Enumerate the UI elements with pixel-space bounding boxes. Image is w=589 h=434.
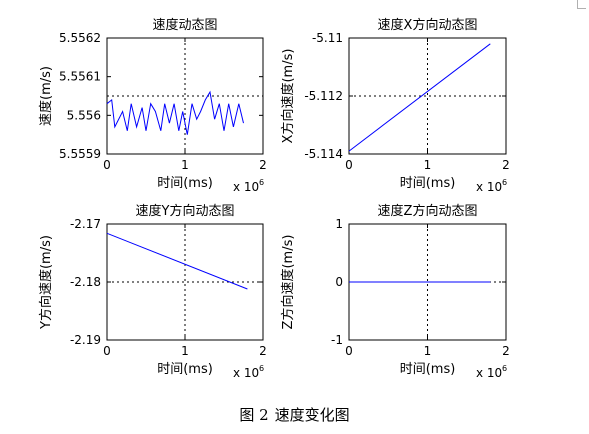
y-tick-label: -2.18 bbox=[70, 275, 101, 289]
y-tick-label: 5.556 bbox=[67, 108, 101, 122]
y-tick-label: -5.112 bbox=[304, 89, 343, 103]
x-axis-label: 时间(ms) bbox=[400, 362, 456, 377]
x-tick-label: 2 bbox=[259, 344, 267, 358]
y-tick-label: 5.5561 bbox=[59, 70, 101, 84]
axes-box bbox=[106, 37, 264, 155]
y-tick-label: 5.5562 bbox=[59, 31, 101, 45]
y-tick-label: 1 bbox=[335, 217, 343, 231]
caption-text: 速度变化图 bbox=[274, 406, 350, 424]
x-exponent-label: x 10 bbox=[476, 180, 502, 194]
x-exponent-label: x 10 bbox=[476, 366, 502, 380]
x-tick-label: 0 bbox=[103, 158, 111, 172]
chart-title: 速度Y方向动态图 bbox=[136, 203, 235, 219]
x-tick-label: 2 bbox=[502, 344, 510, 358]
chart-title: 速度Z方向动态图 bbox=[378, 203, 478, 219]
x-tick-label: 0 bbox=[103, 344, 111, 358]
chart-title: 速度动态图 bbox=[152, 17, 217, 33]
axes-box bbox=[106, 223, 264, 341]
y-tick-label: 0 bbox=[335, 275, 343, 289]
x-exponent-power: 6 bbox=[259, 364, 264, 373]
x-tick-label: 1 bbox=[181, 344, 189, 358]
data-series-line bbox=[106, 90, 244, 135]
x-exponent-label: x 10 bbox=[233, 366, 259, 380]
x-tick-label: 1 bbox=[424, 158, 432, 172]
caption-number: 图 2 bbox=[239, 406, 269, 424]
y-tick-label: -2.17 bbox=[70, 217, 101, 231]
y-tick-label: -5.11 bbox=[312, 31, 343, 45]
x-axis-label: 时间(ms) bbox=[400, 176, 456, 191]
x-tick-label: 0 bbox=[345, 158, 353, 172]
x-tick-label: 2 bbox=[259, 158, 267, 172]
y-tick-label: -5.114 bbox=[304, 147, 343, 161]
x-axis-label: 时间(ms) bbox=[157, 176, 213, 191]
y-axis-label: X方向速度(m/s) bbox=[280, 49, 296, 144]
x-axis-label: 时间(ms) bbox=[157, 362, 213, 377]
x-tick-label: 1 bbox=[181, 158, 189, 172]
figure-caption: 图 2 速度变化图 bbox=[0, 404, 589, 425]
x-exponent-label: x 10 bbox=[233, 180, 259, 194]
y-tick-label: -2.19 bbox=[70, 333, 101, 347]
y-tick-label: 5.5559 bbox=[59, 147, 101, 161]
x-exponent-power: 6 bbox=[259, 178, 264, 187]
axes-box bbox=[348, 37, 507, 155]
y-axis-label: Y方向速度(m/s) bbox=[38, 235, 54, 330]
x-tick-label: 1 bbox=[424, 344, 432, 358]
y-tick-label: -1 bbox=[331, 333, 343, 347]
data-series-line bbox=[106, 232, 248, 290]
x-exponent-power: 6 bbox=[502, 178, 507, 187]
y-axis-label: Z方向速度(m/s) bbox=[280, 235, 296, 330]
chart-title: 速度X方向动态图 bbox=[378, 17, 478, 33]
corner-crop-mark bbox=[577, 0, 586, 9]
x-tick-label: 2 bbox=[502, 158, 510, 172]
data-series-line bbox=[348, 43, 491, 152]
x-exponent-power: 6 bbox=[502, 364, 507, 373]
y-axis-label: 速度(m/s) bbox=[38, 66, 54, 126]
x-tick-label: 0 bbox=[345, 344, 353, 358]
